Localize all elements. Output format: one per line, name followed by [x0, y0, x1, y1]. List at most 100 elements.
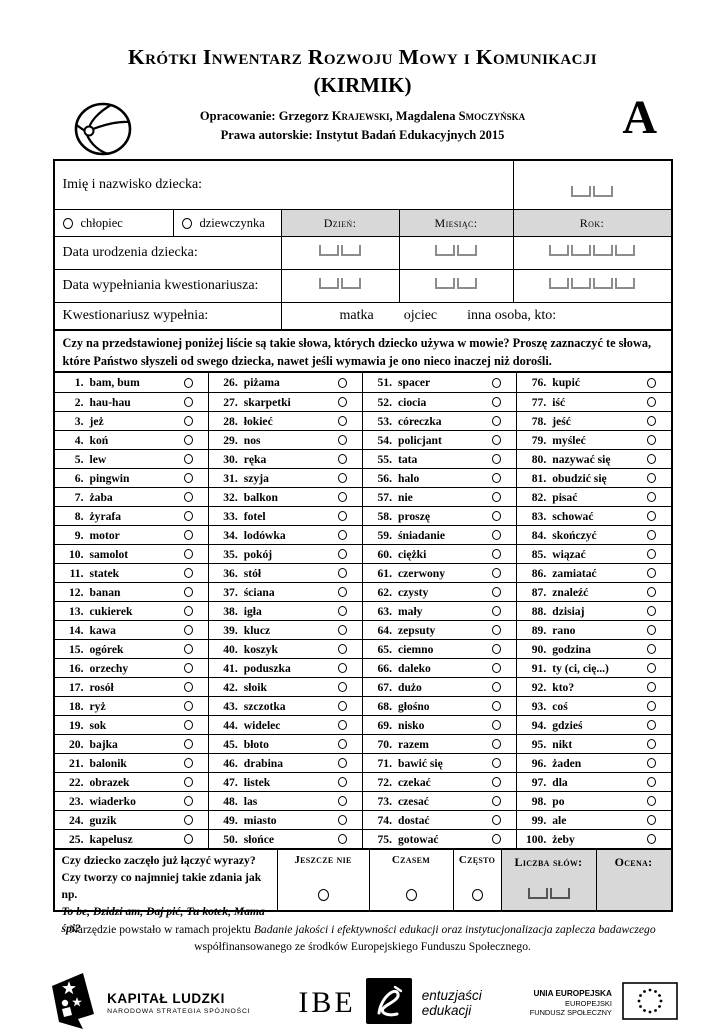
word-checkbox[interactable] [183, 397, 193, 408]
fill-month-field[interactable] [398, 270, 513, 303]
word-checkbox[interactable] [338, 682, 347, 693]
word-checkbox[interactable] [492, 663, 502, 674]
digit-box[interactable] [341, 278, 361, 290]
digit-box[interactable] [435, 278, 455, 290]
word-checkbox[interactable] [338, 720, 347, 731]
radio-icon[interactable] [471, 889, 483, 902]
digit-box[interactable] [615, 278, 635, 290]
word-checkbox[interactable] [492, 435, 502, 446]
word-checkbox[interactable] [646, 644, 656, 655]
word-checkbox[interactable] [338, 663, 347, 674]
word-checkbox[interactable] [338, 644, 347, 655]
word-checkbox[interactable] [183, 492, 193, 503]
digit-box[interactable] [549, 245, 569, 257]
word-checkbox[interactable] [646, 625, 656, 636]
word-checkbox[interactable] [183, 606, 193, 617]
word-checkbox[interactable] [183, 377, 193, 388]
word-checkbox[interactable] [338, 530, 347, 541]
birth-day-field[interactable] [280, 237, 399, 270]
word-checkbox[interactable] [338, 454, 347, 465]
word-checkbox[interactable] [338, 549, 347, 560]
word-checkbox[interactable] [646, 377, 656, 388]
radio-icon[interactable] [405, 889, 417, 902]
radio-icon[interactable] [317, 889, 329, 902]
fill-day-boxes[interactable] [318, 278, 362, 294]
word-checkbox[interactable] [646, 777, 656, 788]
word-checkbox[interactable] [338, 511, 347, 522]
word-checkbox[interactable] [183, 815, 193, 826]
word-checkbox[interactable] [492, 720, 502, 731]
child-code-field[interactable] [512, 161, 671, 210]
digit-box[interactable] [571, 245, 591, 257]
word-checkbox[interactable] [183, 720, 193, 731]
word-checkbox[interactable] [646, 435, 656, 446]
word-checkbox[interactable] [338, 397, 347, 408]
filled-by-option-mother[interactable]: matka [339, 308, 374, 324]
word-checkbox[interactable] [492, 416, 502, 427]
word-checkbox[interactable] [183, 587, 193, 598]
word-checkbox[interactable] [492, 473, 502, 484]
word-checkbox[interactable] [646, 397, 656, 408]
word-checkbox[interactable] [492, 758, 502, 769]
option-not-yet[interactable]: Jeszcze nie [276, 850, 369, 911]
word-checkbox[interactable] [183, 644, 193, 655]
word-checkbox[interactable] [492, 587, 502, 598]
fill-day-field[interactable] [280, 270, 399, 303]
word-checkbox[interactable] [338, 377, 347, 388]
fill-month-boxes[interactable] [434, 278, 478, 294]
word-checkbox[interactable] [183, 530, 193, 541]
digit-box[interactable] [457, 245, 477, 257]
word-checkbox[interactable] [492, 682, 502, 693]
digit-box[interactable] [319, 245, 339, 257]
word-checkbox[interactable] [646, 834, 656, 845]
digit-box[interactable] [571, 278, 591, 290]
word-checkbox[interactable] [338, 568, 347, 579]
word-checkbox[interactable] [338, 587, 347, 598]
word-checkbox[interactable] [492, 701, 502, 712]
word-checkbox[interactable] [338, 625, 347, 636]
digit-box[interactable] [549, 278, 569, 290]
word-checkbox[interactable] [492, 549, 502, 560]
word-checkbox[interactable] [183, 549, 193, 560]
word-checkbox[interactable] [646, 758, 656, 769]
radio-icon[interactable] [62, 217, 73, 229]
word-checkbox[interactable] [646, 454, 656, 465]
word-checkbox[interactable] [646, 815, 656, 826]
word-checkbox[interactable] [183, 568, 193, 579]
word-checkbox[interactable] [183, 682, 193, 693]
word-checkbox[interactable] [492, 815, 502, 826]
digit-box[interactable] [527, 888, 548, 900]
digit-box[interactable] [549, 888, 570, 900]
word-checkbox[interactable] [183, 758, 193, 769]
word-checkbox[interactable] [492, 739, 502, 750]
digit-box[interactable] [615, 245, 635, 257]
word-count-field[interactable]: Liczba słów: [500, 850, 596, 911]
word-checkbox[interactable] [183, 777, 193, 788]
word-checkbox[interactable] [183, 701, 193, 712]
sex-option-girl[interactable]: dziewczynka [172, 210, 281, 237]
birth-day-boxes[interactable] [318, 245, 362, 261]
sex-option-boy[interactable]: chłopiec [55, 210, 173, 236]
birth-year-field[interactable] [512, 237, 671, 270]
word-checkbox[interactable] [183, 435, 193, 446]
word-checkbox[interactable] [646, 682, 656, 693]
child-code-boxes[interactable] [570, 186, 614, 202]
word-checkbox[interactable] [492, 777, 502, 788]
word-checkbox[interactable] [183, 416, 193, 427]
word-checkbox[interactable] [492, 644, 502, 655]
word-checkbox[interactable] [338, 777, 347, 788]
word-checkbox[interactable] [492, 492, 502, 503]
word-checkbox[interactable] [183, 663, 193, 674]
digit-box[interactable] [571, 186, 591, 198]
word-checkbox[interactable] [492, 454, 502, 465]
fill-year-field[interactable] [512, 270, 671, 303]
word-checkbox[interactable] [338, 473, 347, 484]
word-checkbox[interactable] [492, 377, 502, 388]
word-checkbox[interactable] [646, 549, 656, 560]
word-checkbox[interactable] [338, 834, 347, 845]
word-checkbox[interactable] [646, 663, 656, 674]
word-count-boxes[interactable] [527, 888, 571, 902]
word-checkbox[interactable] [338, 815, 347, 826]
word-checkbox[interactable] [646, 587, 656, 598]
word-checkbox[interactable] [183, 834, 193, 845]
